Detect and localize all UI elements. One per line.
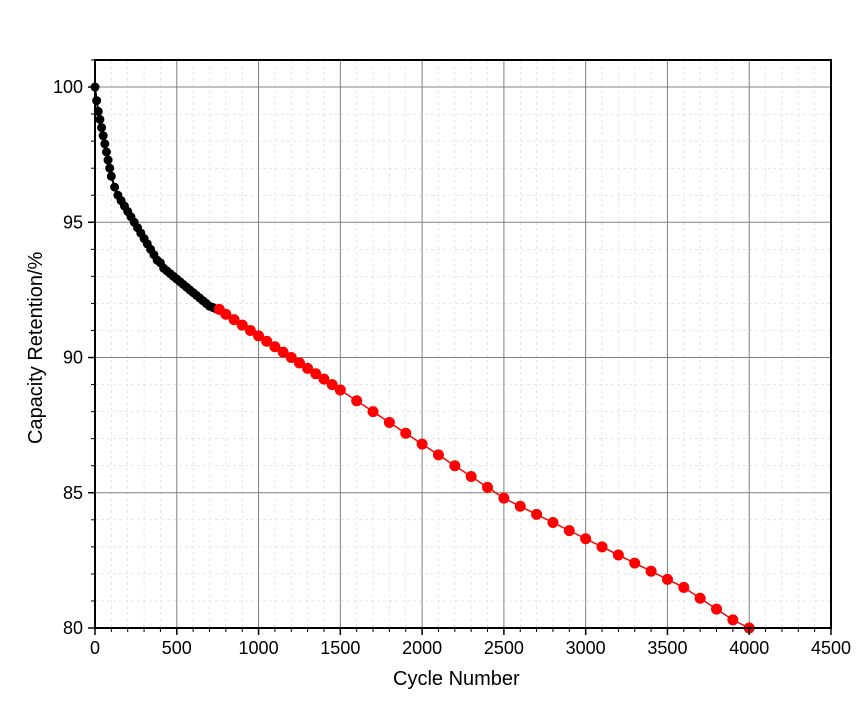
x-tick-label: 1000 [239,638,279,658]
y-tick-label: 80 [63,618,83,638]
x-tick-label: 1500 [320,638,360,658]
x-tick-label: 0 [90,638,100,658]
chart-container: 0 500 1000 1500 2000 2500 3000 3500 4000 4500 80 85… [0,0,861,713]
y-tick-label: 95 [63,212,83,232]
chart-svg: 0 500 1000 1500 2000 2500 3000 3500 4000 4500 80 85… [0,0,861,713]
x-axis-label: Cycle Number [393,668,520,691]
y-axis-label: Capacity Retention/% [25,252,48,444]
x-tick-label: 4500 [811,638,851,658]
x-tick-label: 2500 [484,638,524,658]
y-tick-label: 85 [63,483,83,503]
y-tick-label: 90 [63,348,83,368]
x-tick-label: 3000 [566,638,606,658]
x-tick-label: 2000 [402,638,442,658]
x-tick-label: 500 [162,638,192,658]
y-tick-label: 100 [53,77,83,97]
x-tick-label: 3500 [647,638,687,658]
x-tick-label: 4000 [729,638,769,658]
